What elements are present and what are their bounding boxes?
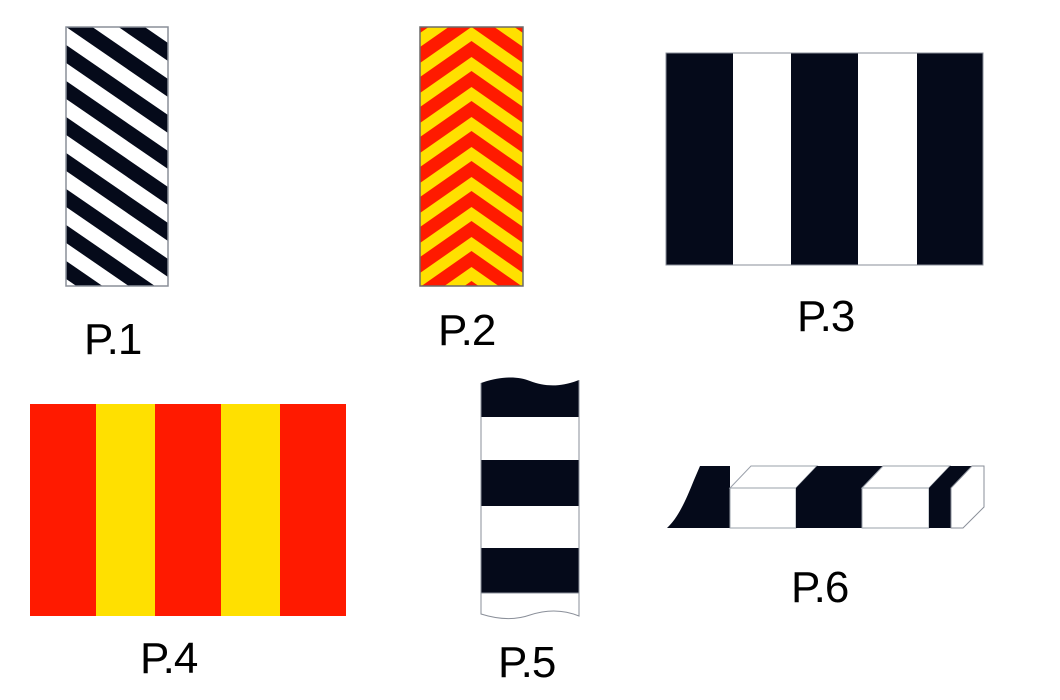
panel-p2-chevron-yellow — [420, 147, 523, 198]
panel-p1-stripe-dark — [66, 224, 155, 286]
label-p5: P.5 — [498, 638, 556, 687]
panel-p3-band-white — [858, 53, 917, 265]
panel-p6-block-white — [861, 487, 930, 529]
panel-p2-chevron-yellow — [420, 177, 523, 228]
panel-p2-chevron-yellow — [420, 27, 523, 48]
panel-p5-band-white — [480, 592, 580, 620]
panel-p4-band-red — [30, 404, 96, 616]
panel-p2-chevron-yellow — [420, 27, 523, 78]
panel-p4-band-red — [280, 404, 346, 616]
panel-p2-chevron-yellow — [444, 267, 499, 286]
panel-p3-band-dark — [917, 53, 983, 265]
panel-p1-border — [65, 26, 169, 287]
panel-p6-block-dark — [667, 466, 730, 528]
panel-p3-vertical-bands — [665, 52, 984, 266]
panel-p2-chevron-yellow — [420, 87, 523, 138]
panel-p1-stripe-dark — [40, 0, 200, 11]
panel-p3-band-dark — [666, 53, 733, 265]
panel-p3-band-white — [733, 53, 791, 265]
panel-p2-chevron-yellow — [420, 57, 523, 108]
panel-p6-block-white — [729, 487, 797, 529]
panel-p5-band-dark — [481, 460, 579, 506]
label-p6: P.6 — [791, 563, 849, 612]
label-p3: P.3 — [797, 292, 855, 341]
panel-p2-chevron-yellow — [420, 207, 523, 258]
panel-p2-chevron-yellow — [420, 117, 523, 168]
panel-p1-stripes — [40, 0, 200, 286]
panel-p3-border — [665, 52, 984, 266]
panel-p5-band-dark — [481, 377, 579, 417]
panel-p5-band-dark — [481, 548, 579, 593]
panel-p2-chevron-yellow — [420, 237, 523, 286]
panel-p1-stripe-dark — [66, 188, 168, 277]
panel-p5-band-white — [481, 506, 579, 548]
panel-p1-stripe-dark — [66, 260, 103, 286]
panel-p6-end-face — [950, 465, 985, 529]
panel-p5-band-white — [481, 417, 579, 460]
label-p4: P.4 — [140, 634, 198, 683]
label-p1: P.1 — [84, 315, 142, 364]
panel-p4-band-yellow — [96, 404, 155, 616]
panel-p1-stripe-dark — [118, 27, 168, 61]
panel-p1-stripe-dark — [66, 27, 168, 97]
panel-p5-banded-post — [480, 377, 580, 620]
panel-p3-band-dark — [791, 53, 858, 265]
panel-p2-chevron-stripes — [420, 27, 523, 286]
panel-p2-chevrons — [419, 26, 524, 287]
panel-p6-block-dark — [796, 466, 883, 528]
label-p2: P.2 — [438, 306, 496, 355]
panel-p1-stripe-dark — [66, 152, 168, 241]
panel-p1-diagonal-stripes — [40, 0, 200, 287]
panel-p4-band-red — [155, 404, 221, 616]
panel-p1-stripe-dark — [66, 80, 168, 169]
panel-p1-stripe-dark — [66, 44, 168, 133]
panel-p4-vertical-bands — [30, 404, 346, 616]
panel-p6-kerb-blocks — [667, 465, 985, 529]
panel-p1-stripe-dark — [66, 116, 168, 205]
panel-p4-band-yellow — [221, 404, 280, 616]
panel-p2-border — [419, 26, 524, 287]
